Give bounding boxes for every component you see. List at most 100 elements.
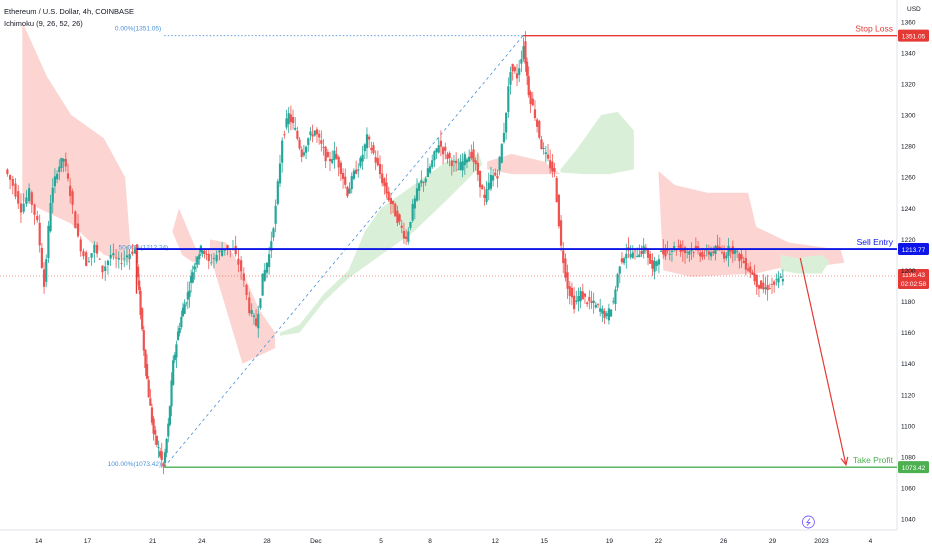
candle-body [387, 191, 390, 201]
candle-body [120, 263, 123, 265]
y-tick-label: 1260 [901, 175, 916, 182]
candle-body [178, 328, 181, 333]
candle-body [296, 130, 299, 139]
y-tick-label: 1360 [901, 19, 916, 26]
candle-body [520, 59, 523, 64]
candle-body [248, 297, 251, 314]
candle-body [378, 164, 382, 175]
candle-body [346, 186, 349, 197]
candle-body [751, 272, 754, 275]
candle-body [540, 139, 543, 149]
candle-body [90, 253, 93, 258]
y-tick-label: 1060 [901, 486, 916, 493]
candle-body [17, 191, 20, 204]
candle-body [439, 140, 443, 147]
candle-body [165, 439, 168, 453]
candle-body [66, 173, 70, 179]
candle-body [718, 246, 721, 249]
y-tick-label: 1220 [901, 237, 916, 244]
event-icon [801, 515, 815, 529]
candle-body [138, 280, 141, 290]
candle-body [599, 308, 602, 312]
candle-body [22, 203, 25, 212]
candle-body [112, 253, 115, 256]
y-tick-label: 1040 [901, 517, 916, 524]
candle-body [733, 250, 737, 254]
candle-body [489, 174, 493, 189]
x-tick-label: 22 [655, 538, 663, 545]
candle-body [352, 170, 356, 179]
candle-body [601, 308, 604, 314]
ichimoku-cloud-bearish [209, 239, 276, 364]
candle-body [45, 259, 48, 282]
candle-body [326, 152, 329, 158]
candle-body [315, 129, 319, 135]
candle-body [268, 254, 271, 268]
candle-body [128, 254, 131, 260]
fib-label-50: 50.00%(1212.24) [118, 244, 168, 251]
candle-body [411, 203, 414, 221]
candle-body [485, 189, 488, 202]
candle-body [71, 191, 74, 205]
candle-body [134, 248, 137, 254]
candle-body [736, 250, 739, 252]
candle-body [322, 147, 325, 148]
candle-body [237, 258, 240, 265]
candle-body [768, 287, 771, 289]
candle-body [203, 250, 206, 254]
candle-body [703, 255, 706, 257]
candle-body [160, 451, 163, 461]
fib-label-100: 100.00%(1073.42) [108, 461, 162, 468]
x-tick-label: 19 [606, 538, 614, 545]
candle-body [529, 91, 532, 105]
candle-body [522, 46, 525, 59]
candle-body [573, 295, 576, 310]
x-tick-label: 29 [769, 538, 777, 545]
candle-body [707, 251, 711, 255]
candle-body [766, 284, 769, 291]
y-tick-label: 1140 [901, 361, 915, 368]
stop-loss-price-tag [898, 29, 929, 42]
candle-body [167, 423, 170, 437]
candle-body [590, 301, 593, 303]
candle-body [285, 118, 288, 128]
candle-body [33, 204, 36, 215]
candle-body [350, 176, 353, 190]
candle-body [333, 150, 336, 161]
candle-body [699, 252, 702, 257]
candle-body [636, 255, 639, 257]
candle-body [142, 330, 145, 351]
x-tick-label: 4 [869, 538, 873, 545]
candle-body [383, 178, 386, 187]
x-tick-label: 26 [720, 538, 728, 545]
candle-body [82, 251, 85, 257]
candle-body [56, 173, 59, 180]
candle-body [444, 146, 447, 151]
candle-body [614, 289, 617, 304]
fib-label-0: 0.00%(1351.05) [115, 26, 161, 33]
countdown-timer: 02:02:58 [901, 281, 927, 288]
candle-body [487, 182, 490, 190]
candle-body [335, 154, 338, 159]
candle-body [666, 250, 669, 252]
candle-body [283, 134, 286, 136]
candle-body [218, 250, 221, 253]
candle-body [524, 41, 527, 64]
candle-body [705, 249, 708, 251]
candle-body [175, 344, 178, 358]
candle-body [465, 159, 469, 163]
current-price-tag [898, 268, 929, 289]
candle-body [180, 316, 183, 328]
candle-body [538, 120, 541, 138]
candle-body [42, 269, 46, 287]
candle-body [272, 228, 275, 238]
candle-body [176, 331, 180, 341]
x-tick-label: 12 [492, 538, 500, 545]
candle-body [254, 318, 258, 326]
candle-body [215, 254, 218, 262]
lightning-icon [806, 518, 811, 526]
candle-body [281, 140, 284, 163]
chart-title: Ethereum / U.S. Dollar, 4h, COINBASE [4, 7, 135, 16]
